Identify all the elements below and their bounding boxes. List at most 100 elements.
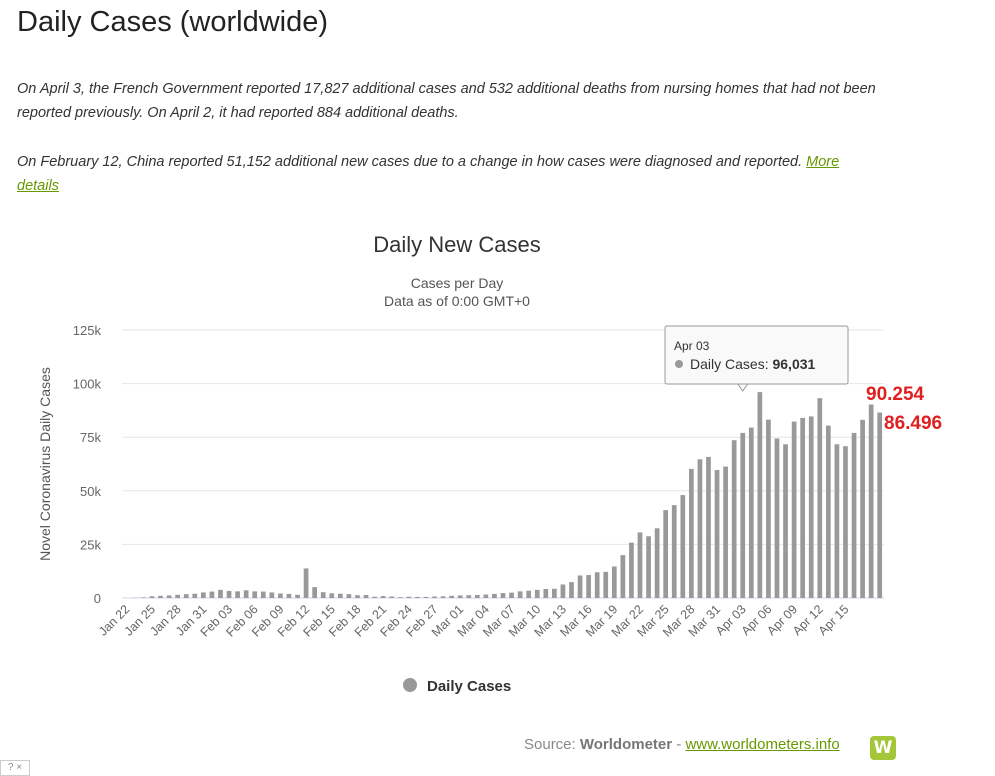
bar[interactable]: [526, 590, 532, 598]
bar[interactable]: [868, 404, 874, 599]
bar[interactable]: [843, 446, 848, 598]
bar[interactable]: [166, 595, 172, 598]
bar[interactable]: [817, 398, 823, 598]
bar[interactable]: [569, 582, 574, 598]
bar[interactable]: [209, 591, 215, 598]
bar[interactable]: [706, 456, 711, 598]
tooltip-marker: [675, 360, 683, 368]
bar[interactable]: [500, 593, 506, 598]
bar[interactable]: [295, 594, 300, 598]
bar[interactable]: [791, 421, 797, 598]
bar[interactable]: [406, 596, 412, 598]
bar[interactable]: [860, 419, 865, 598]
bar[interactable]: [543, 589, 549, 598]
bar[interactable]: [218, 589, 223, 598]
bar[interactable]: [389, 596, 395, 599]
bar[interactable]: [808, 416, 814, 598]
bar[interactable]: [329, 593, 335, 598]
bar[interactable]: [449, 595, 454, 598]
bar[interactable]: [363, 595, 369, 598]
bar[interactable]: [440, 596, 446, 598]
bar[interactable]: [552, 588, 557, 598]
bar[interactable]: [740, 432, 746, 598]
bar[interactable]: [654, 528, 660, 598]
bar[interactable]: [483, 594, 489, 598]
bar[interactable]: [320, 592, 326, 598]
bar[interactable]: [637, 532, 643, 598]
bar[interactable]: [492, 593, 497, 598]
more-details-link[interactable]: More details: [17, 154, 840, 194]
bar[interactable]: [235, 591, 240, 598]
bar[interactable]: [303, 568, 309, 598]
bar[interactable]: [603, 571, 609, 598]
bar[interactable]: [183, 594, 189, 598]
bar[interactable]: [337, 593, 343, 598]
bar[interactable]: [457, 595, 463, 598]
bar[interactable]: [586, 575, 591, 598]
bar[interactable]: [834, 444, 840, 598]
bar[interactable]: [149, 596, 155, 598]
bar[interactable]: [757, 392, 763, 598]
bar[interactable]: [466, 595, 472, 598]
bar[interactable]: [312, 587, 317, 598]
bar[interactable]: [158, 595, 163, 598]
legend[interactable]: Daily Cases: [403, 678, 511, 695]
bar[interactable]: [774, 438, 780, 598]
bar[interactable]: [663, 510, 669, 598]
bar[interactable]: [380, 596, 386, 598]
bar[interactable]: [346, 594, 352, 598]
worldometer-logo-icon[interactable]: W: [870, 736, 896, 760]
bar[interactable]: [620, 555, 626, 598]
bar[interactable]: [534, 589, 540, 598]
bar[interactable]: [731, 440, 737, 598]
chart-subtitle-2: Data as of 0:00 GMT+0: [384, 293, 530, 309]
bar[interactable]: [260, 591, 266, 598]
bar[interactable]: [252, 591, 258, 598]
bar[interactable]: [697, 459, 703, 598]
bar[interactable]: [278, 593, 283, 599]
bar[interactable]: [286, 593, 292, 598]
bar[interactable]: [877, 412, 883, 598]
bar[interactable]: [243, 590, 249, 598]
bar[interactable]: [680, 495, 686, 598]
bar[interactable]: [423, 596, 429, 598]
bar[interactable]: [783, 444, 788, 598]
bar[interactable]: [689, 468, 694, 598]
bar[interactable]: [269, 592, 275, 598]
bar[interactable]: [800, 417, 806, 598]
bar[interactable]: [671, 505, 677, 598]
bar[interactable]: [415, 596, 420, 598]
bar[interactable]: [851, 432, 857, 598]
bar[interactable]: [748, 427, 754, 598]
legend-label[interactable]: Daily Cases: [427, 678, 511, 695]
bar[interactable]: [355, 595, 360, 598]
bar[interactable]: [766, 419, 771, 598]
y-tick-label: 125k: [73, 323, 102, 338]
bar[interactable]: [192, 593, 198, 598]
bar[interactable]: [372, 596, 377, 598]
y-tick-label: 50k: [80, 484, 101, 499]
bar[interactable]: [577, 575, 583, 598]
bar[interactable]: [825, 425, 831, 598]
bar[interactable]: [397, 597, 403, 598]
tooltip: Apr 03 Daily Cases: 96,031: [664, 325, 849, 392]
bar[interactable]: [629, 542, 634, 598]
bar[interactable]: [226, 590, 232, 598]
bar[interactable]: [517, 591, 523, 598]
bar[interactable]: [175, 594, 181, 598]
bar[interactable]: [646, 536, 651, 598]
bar[interactable]: [611, 566, 617, 598]
bar[interactable]: [432, 596, 437, 599]
bar[interactable]: [474, 595, 480, 598]
bar[interactable]: [594, 572, 600, 598]
bar[interactable]: [560, 584, 566, 598]
help-close-widget[interactable]: ? ×: [0, 760, 30, 776]
bar[interactable]: [141, 597, 146, 598]
bar[interactable]: [714, 470, 720, 598]
y-axis-ticks: 0 25k 50k 75k 100k 125k: [73, 323, 102, 606]
bar[interactable]: [200, 592, 206, 598]
source-link[interactable]: www.worldometers.info: [685, 736, 840, 753]
bar[interactable]: [723, 466, 728, 598]
legend-marker[interactable]: [403, 678, 417, 692]
bar[interactable]: [509, 592, 514, 598]
